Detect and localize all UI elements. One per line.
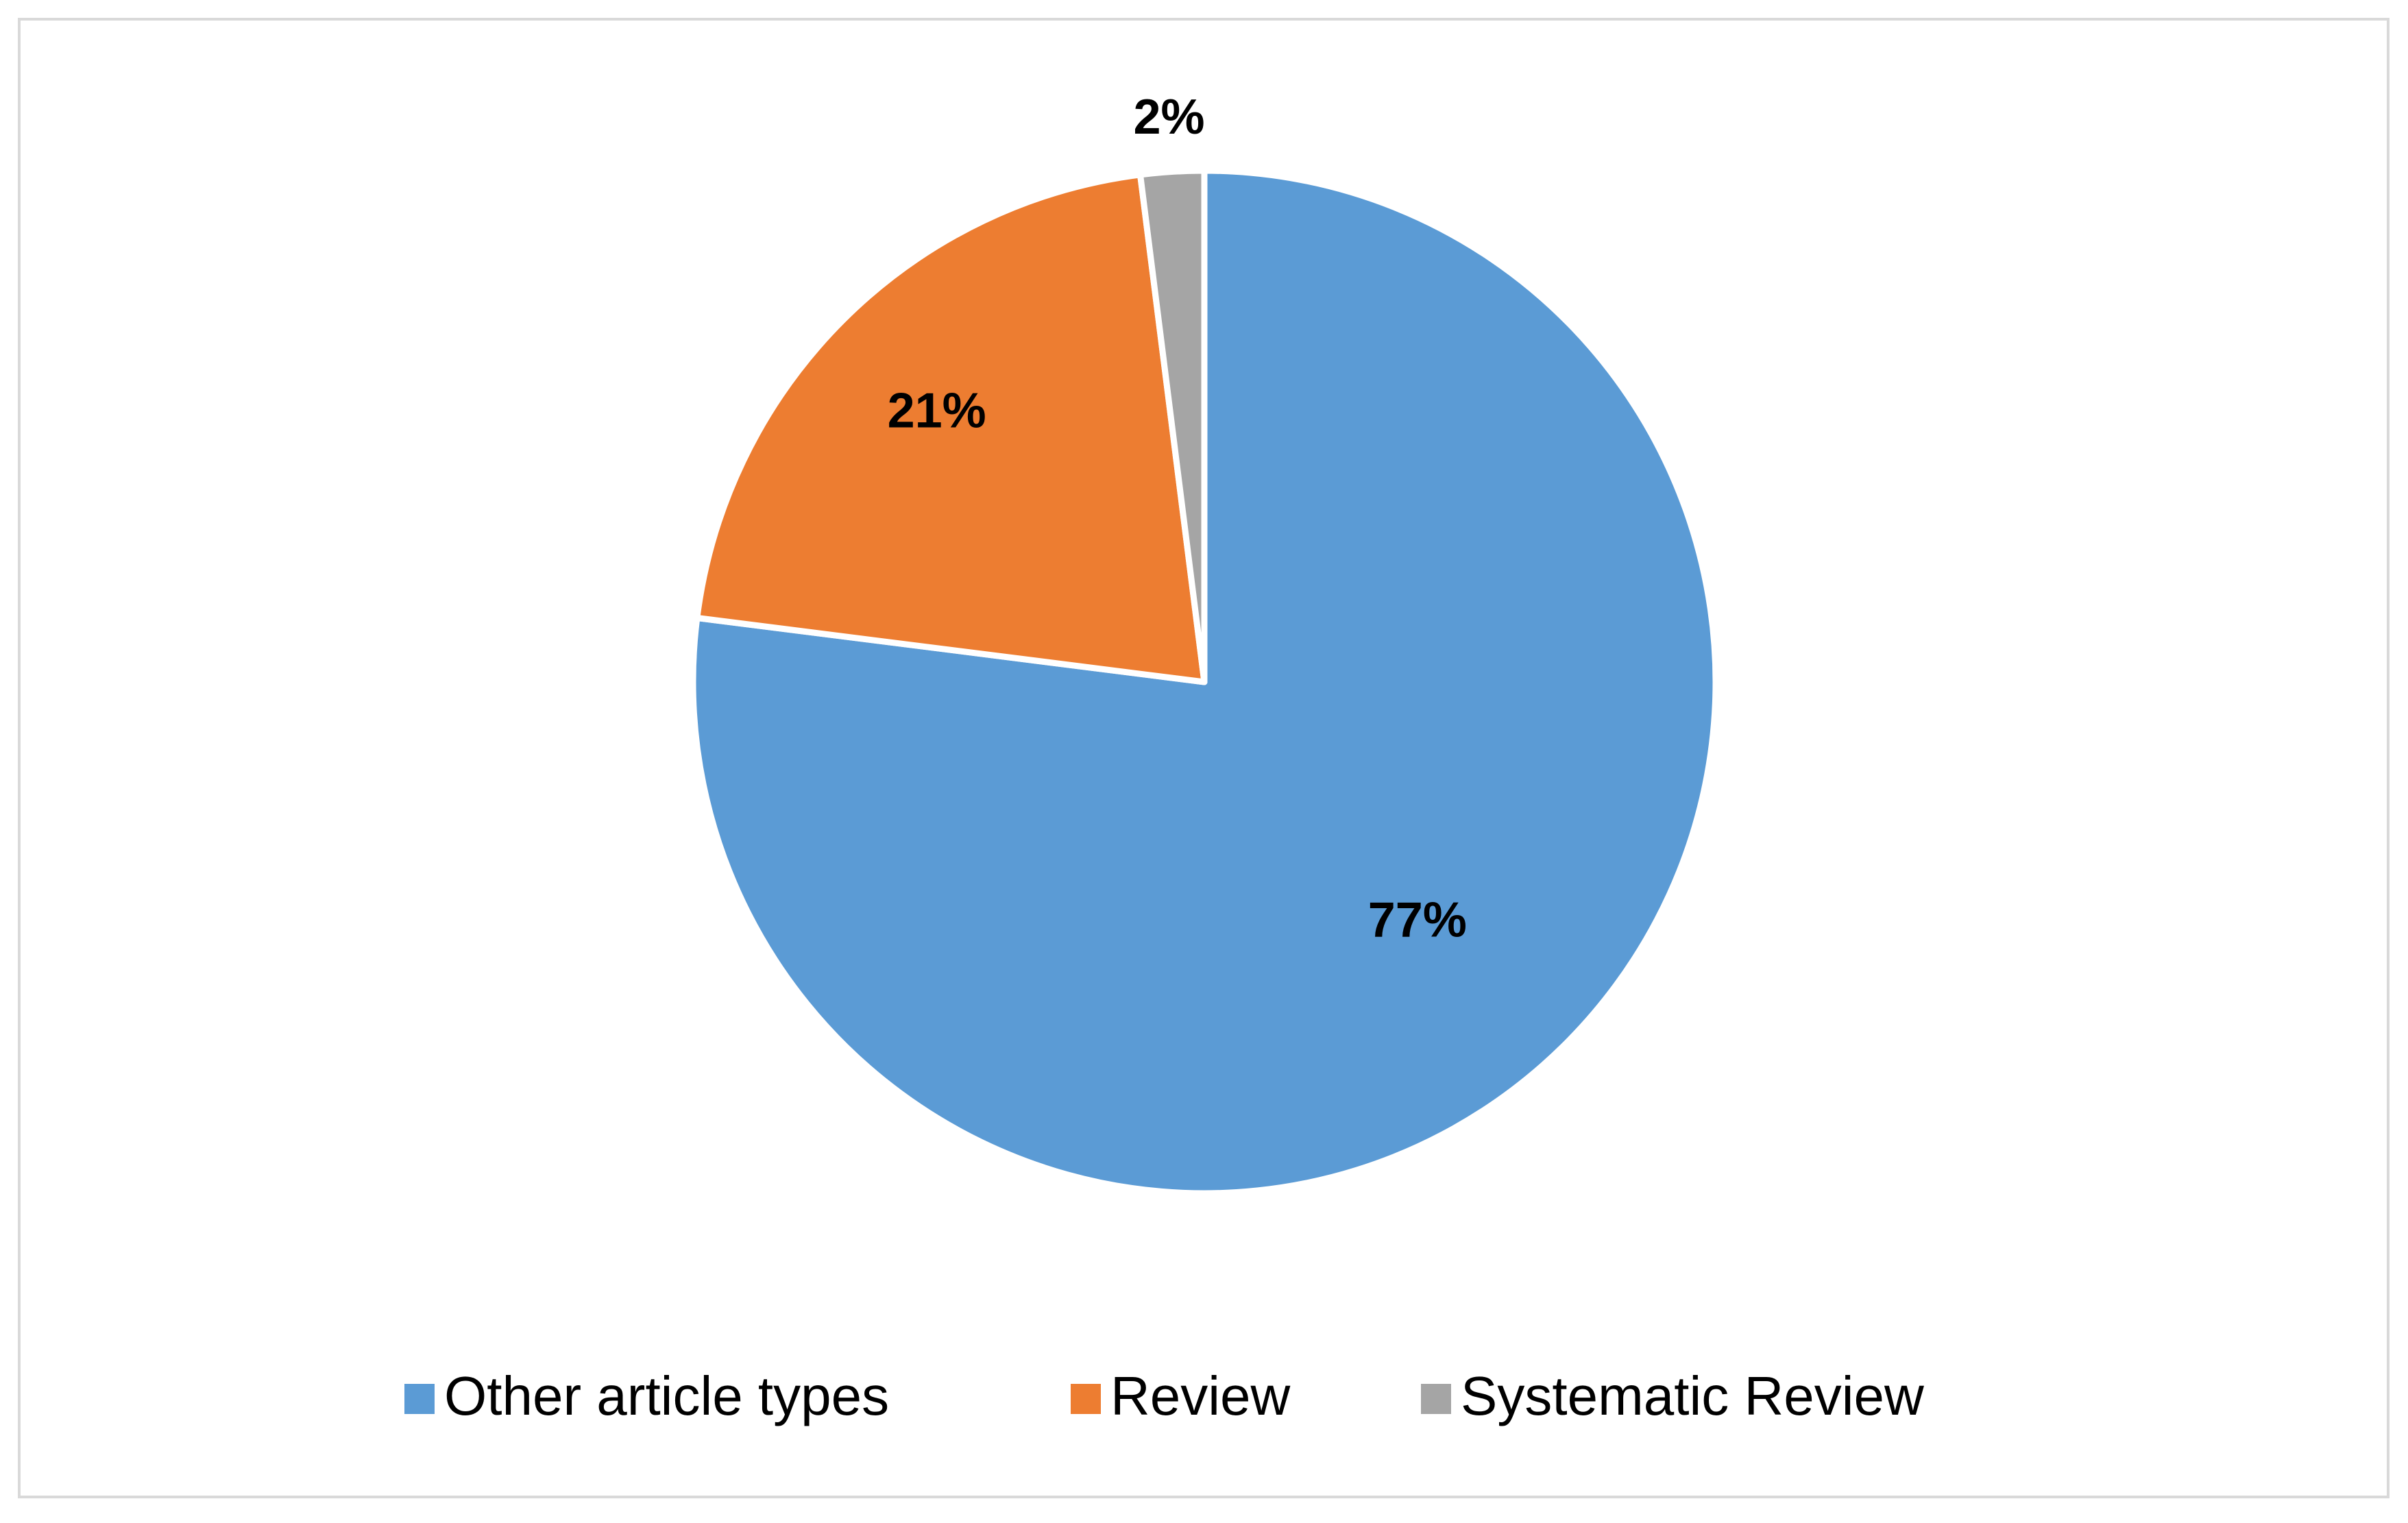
legend-swatch <box>404 1384 435 1414</box>
legend-label: Review <box>1110 1365 1291 1426</box>
data-label: 2% <box>1133 90 1204 145</box>
legend-swatch <box>1421 1384 1451 1414</box>
pie-slice <box>1137 167 1208 685</box>
pie-slice <box>694 171 1208 685</box>
pie-slice <box>690 167 1719 1197</box>
legend-label: Other article types <box>444 1365 889 1426</box>
data-label: 77% <box>1368 893 1467 948</box>
data-label: 21% <box>888 384 986 439</box>
legend-label: Systematic Review <box>1461 1365 1924 1426</box>
legend-swatch <box>1071 1384 1101 1414</box>
